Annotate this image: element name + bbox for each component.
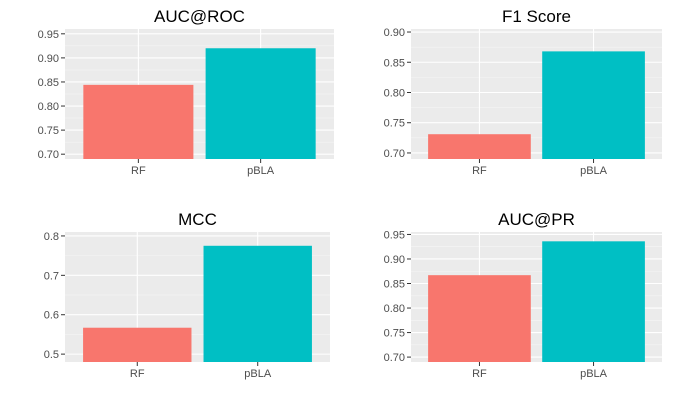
y-tick-label: 0.90 bbox=[38, 53, 59, 65]
panel-title: F1 Score bbox=[502, 7, 571, 26]
y-tick-label: 0.80 bbox=[384, 303, 405, 315]
y-tick-label: 0.85 bbox=[384, 279, 405, 291]
bar-rf bbox=[428, 134, 531, 159]
panel-mcc: MCC 0.5 0.6 0.7 0.8 RF pBLA bbox=[44, 210, 330, 380]
y-tick-label: 0.75 bbox=[384, 118, 405, 130]
bar-pbla bbox=[203, 245, 312, 362]
x-tick-label: pBLA bbox=[580, 165, 608, 177]
x-tick-label: pBLA bbox=[580, 368, 608, 380]
y-tick-label: 0.7 bbox=[44, 270, 59, 282]
panel-title: AUC@ROC bbox=[154, 7, 245, 26]
x-tick-label: RF bbox=[472, 368, 487, 380]
y-tick-label: 0.95 bbox=[38, 29, 59, 41]
bar-pbla bbox=[205, 48, 316, 159]
y-tick-label: 0.90 bbox=[384, 254, 405, 266]
panel-f1-score: F1 Score 0.70 0.75 0.80 0.85 0.90 RF pBLA bbox=[384, 7, 662, 177]
y-tick-label: 0.75 bbox=[38, 125, 59, 137]
bar-rf bbox=[83, 84, 194, 159]
y-tick-label: 0.6 bbox=[44, 310, 59, 322]
panel-auc-pr: AUC@PR 0.70 0.75 0.80 0.85 0.90 0.95 RF pBLA bbox=[384, 210, 662, 380]
y-tick-label: 0.80 bbox=[38, 101, 59, 113]
x-tick-label: pBLA bbox=[244, 368, 272, 380]
y-tick-label: 0.70 bbox=[384, 352, 405, 364]
x-tick-label: RF bbox=[130, 368, 145, 380]
y-tick-label: 0.5 bbox=[44, 349, 59, 361]
bar-pbla bbox=[542, 51, 645, 159]
y-tick-label: 0.8 bbox=[44, 231, 59, 243]
bar-rf bbox=[83, 327, 192, 362]
y-tick-label: 0.70 bbox=[38, 149, 59, 161]
bar-rf bbox=[428, 275, 531, 362]
x-tick-label: RF bbox=[131, 165, 146, 177]
y-tick-label: 0.75 bbox=[384, 328, 405, 340]
bar-pbla bbox=[542, 241, 645, 362]
x-tick-label: RF bbox=[472, 165, 487, 177]
y-tick-label: 0.85 bbox=[38, 77, 59, 89]
panel-title: MCC bbox=[178, 210, 217, 229]
y-tick-label: 0.95 bbox=[384, 229, 405, 241]
y-tick-label: 0.80 bbox=[384, 87, 405, 99]
x-tick-label: pBLA bbox=[247, 165, 275, 177]
panel-title: AUC@PR bbox=[498, 210, 575, 229]
y-tick-label: 0.90 bbox=[384, 27, 405, 39]
y-tick-label: 0.70 bbox=[384, 148, 405, 160]
panel-auc-roc: AUC@ROC 0.70 0.75 0.80 0.85 0.90 0.95 RF pBLA bbox=[38, 7, 334, 177]
y-tick-label: 0.85 bbox=[384, 57, 405, 69]
